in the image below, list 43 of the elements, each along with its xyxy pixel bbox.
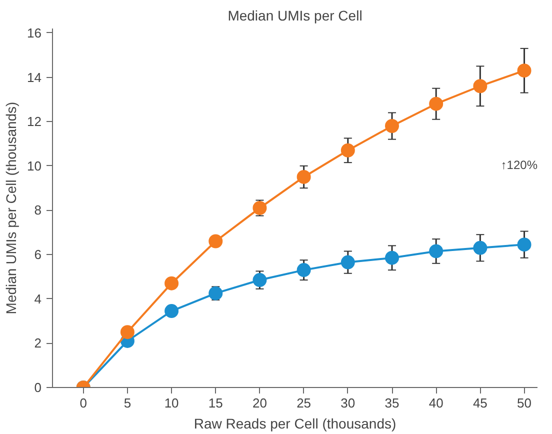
x-tick-label: 0	[80, 396, 87, 410]
x-tick-label: 20	[252, 396, 267, 410]
x-tick-label: 25	[296, 396, 312, 410]
x-tick-label: 30	[340, 396, 356, 410]
y-tick-label: 12	[27, 114, 42, 130]
x-axis-title: Raw Reads per Cell (thousands)	[194, 416, 396, 432]
x-tick-label: 40	[428, 396, 444, 410]
y-tick-label: 8	[34, 202, 42, 218]
point	[208, 286, 223, 300]
y-tick-label: 4	[34, 291, 42, 306]
point	[429, 96, 444, 111]
x-tick-label: 50	[517, 396, 532, 410]
point	[517, 238, 532, 252]
point	[429, 244, 444, 258]
y-axis-title: Median UMIs per Cell (thousands)	[3, 102, 20, 314]
chart-title: Median UMIs per Cell	[228, 8, 362, 24]
y-tick-label: 16	[27, 25, 42, 40]
annotation: ↑120%	[500, 158, 538, 172]
y-tick-label: 14	[27, 70, 42, 85]
y-tick-label: 0	[34, 380, 42, 395]
y-tick-label: 2	[34, 336, 42, 351]
point	[385, 119, 399, 133]
point	[340, 143, 355, 158]
x-tick-label: 15	[208, 396, 223, 410]
point	[473, 240, 488, 255]
point	[340, 255, 355, 270]
x-tick-label: 35	[384, 396, 400, 410]
point	[517, 64, 532, 78]
point	[164, 304, 179, 318]
y-tick-label: 6	[34, 247, 42, 262]
point	[252, 273, 267, 288]
point	[473, 79, 488, 94]
point	[296, 170, 311, 184]
y-tick-label: 10	[27, 158, 42, 174]
point	[208, 234, 223, 248]
point	[164, 276, 179, 290]
point	[252, 201, 267, 215]
x-tick-label: 45	[472, 396, 488, 410]
point	[120, 325, 134, 340]
point	[385, 250, 399, 265]
x-tick-label: 10	[164, 396, 179, 410]
point	[296, 263, 311, 278]
x-tick-label: 5	[124, 396, 132, 410]
